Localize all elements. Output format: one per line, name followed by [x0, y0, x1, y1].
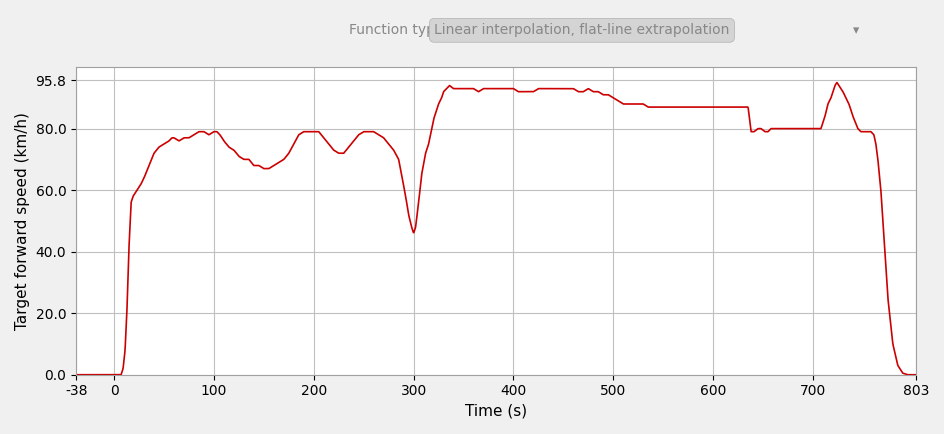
Text: ▾: ▾: [853, 24, 860, 37]
Text: Function type:: Function type:: [349, 23, 448, 37]
X-axis label: Time (s): Time (s): [465, 404, 527, 419]
Text: Linear interpolation, flat-line extrapolation: Linear interpolation, flat-line extrapol…: [434, 23, 730, 37]
Y-axis label: Target forward speed (km/h): Target forward speed (km/h): [15, 112, 30, 330]
